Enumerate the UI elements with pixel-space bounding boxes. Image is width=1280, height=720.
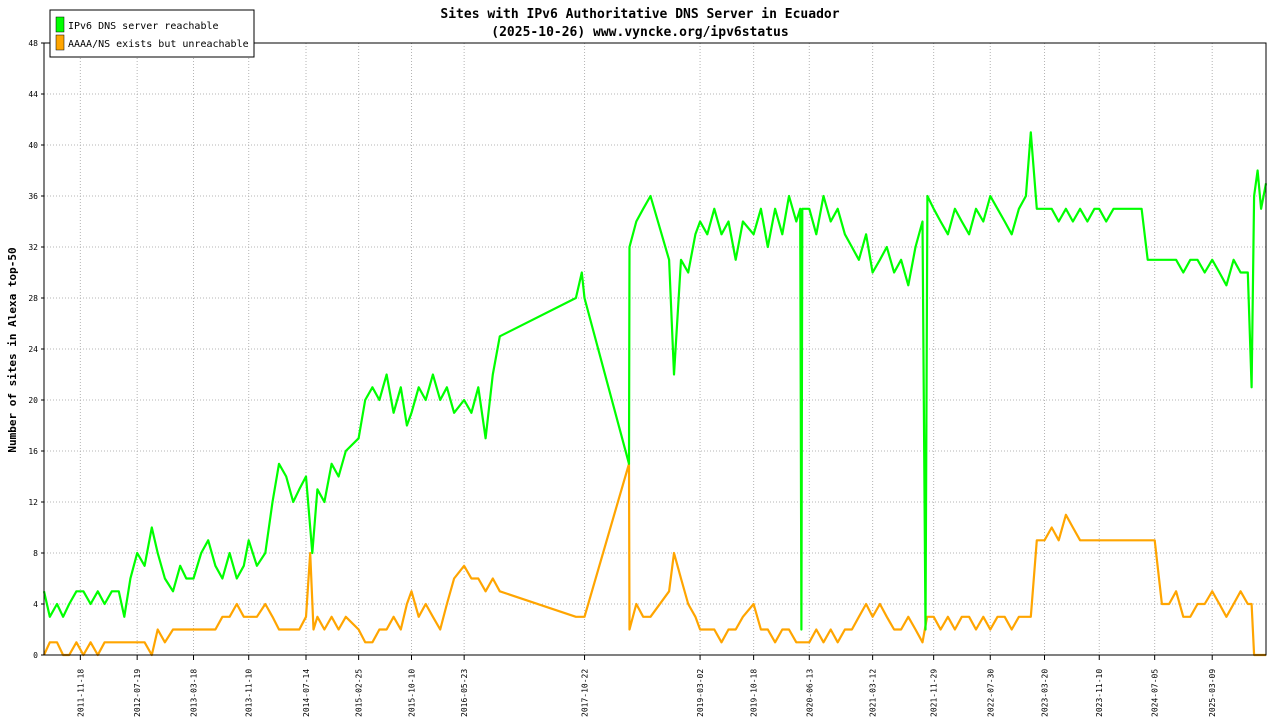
- x-tick-label: 2023-03-20: [1041, 669, 1050, 717]
- series-line-0: [42, 131, 1268, 631]
- x-tick-label: 2019-10-18: [750, 669, 759, 717]
- y-tick-label: 44: [28, 90, 38, 99]
- x-tick-label: 2025-03-09: [1208, 669, 1217, 717]
- series-lines: [42, 131, 1268, 657]
- x-tick-label: 2021-11-29: [930, 669, 939, 717]
- legend-box: [49, 9, 255, 58]
- y-axis-label: Number of sites in Alexa top-50: [6, 247, 19, 452]
- x-tick-label: 2014-07-14: [302, 669, 311, 717]
- x-tick-label: 2012-07-19: [133, 669, 142, 717]
- x-tick-label: 2021-03-12: [869, 669, 878, 717]
- legend-label-unreachable: AAAA/NS exists but unreachable: [68, 39, 249, 50]
- y-tick-label: 24: [28, 345, 38, 354]
- chart-subtitle: (2025-10-26) www.vyncke.org/ipv6status: [491, 25, 788, 40]
- y-tick-label: 36: [28, 192, 38, 201]
- y-tick-label: 8: [33, 549, 38, 558]
- y-tick-label: 32: [28, 243, 38, 252]
- legend-swatch-unreachable: [55, 34, 65, 51]
- x-tick-label: 2011-11-18: [76, 669, 85, 717]
- y-tick-label: 4: [33, 600, 38, 609]
- y-tick-label: 20: [28, 396, 38, 405]
- legend-label-reachable: IPv6 DNS server reachable: [68, 21, 219, 32]
- x-tick-label: 2019-03-02: [696, 669, 705, 717]
- x-tick-label: 2022-07-30: [986, 669, 995, 717]
- x-tick-label: 2016-05-23: [460, 669, 469, 717]
- x-tick-label: 2013-11-10: [245, 669, 254, 717]
- y-tick-label: 16: [28, 447, 38, 456]
- x-tick-label: 2013-03-18: [190, 669, 199, 717]
- x-tick-label: 2017-10-22: [581, 669, 590, 717]
- legend-swatch-reachable: [55, 16, 65, 33]
- y-tick-label: 0: [33, 651, 38, 660]
- x-tick-label: 2015-10-10: [408, 669, 417, 717]
- y-tick-label: 12: [28, 498, 38, 507]
- x-tick-label: 2023-11-10: [1095, 669, 1104, 717]
- chart-title: Sites with IPv6 Authoritative DNS Server…: [440, 7, 839, 22]
- y-tick-label: 48: [28, 39, 38, 48]
- x-tick-label: 2020-06-13: [805, 669, 814, 717]
- plot-frame: [43, 42, 1267, 656]
- y-tick-label: 28: [28, 294, 38, 303]
- series-line-1: [42, 462, 1266, 657]
- x-axis-ticks: 2011-11-18 2012-07-19 2013-03-18 2013-11-10…: [76, 655, 1217, 717]
- legend: IPv6 DNS server reachable AAAA/NS exists…: [49, 9, 255, 58]
- grid: [44, 43, 1266, 655]
- y-tick-label: 40: [28, 141, 38, 150]
- x-tick-label: 2024-07-05: [1151, 669, 1160, 717]
- x-tick-label: 2015-02-25: [355, 669, 364, 717]
